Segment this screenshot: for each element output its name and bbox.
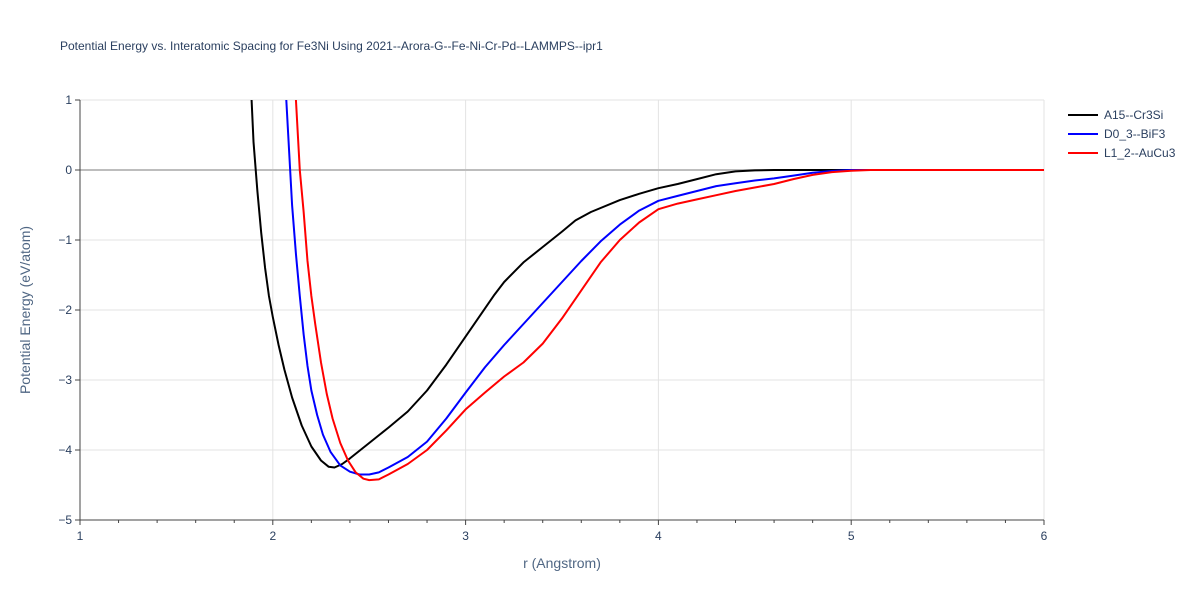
y-tick-label: −2 [58, 303, 72, 317]
x-tick-label: 4 [655, 529, 662, 543]
x-tick-label: 3 [462, 529, 469, 543]
legend-item-1[interactable]: D0_3--BiF3 [1068, 127, 1166, 141]
y-tick-label: −1 [58, 233, 72, 247]
legend[interactable]: A15--Cr3Si D0_3--BiF3 L1_2--AuCu3 [1068, 108, 1176, 160]
x-axis-title: r (Angstrom) [523, 555, 601, 571]
series-line-1 [285, 100, 1044, 476]
x-tick-label: 2 [269, 529, 276, 543]
legend-item-2[interactable]: L1_2--AuCu3 [1068, 146, 1176, 160]
tick-labels: 1 2 3 4 5 6 −5 −4 −3 −2 −1 0 1 [58, 93, 1047, 543]
x-tick-label: 5 [848, 529, 855, 543]
y-axis-title: Potential Energy (eV/atom) [17, 226, 33, 394]
y-tick-label: 1 [65, 93, 72, 107]
y-tick-label: −5 [58, 513, 72, 527]
axes [75, 99, 1045, 525]
legend-item-0[interactable]: A15--Cr3Si [1068, 108, 1163, 122]
legend-label: D0_3--BiF3 [1104, 127, 1166, 141]
y-tick-label: 0 [65, 163, 72, 177]
y-tick-label: −4 [58, 443, 72, 457]
series-line-2 [294, 100, 1044, 482]
y-tick-label: −3 [58, 373, 72, 387]
series-line-0 [250, 100, 1044, 469]
series-layer [250, 100, 1044, 482]
chart-title: Potential Energy vs. Interatomic Spacing… [60, 39, 603, 53]
x-tick-label: 6 [1041, 529, 1048, 543]
x-tick-label: 1 [77, 529, 84, 543]
legend-label: L1_2--AuCu3 [1104, 146, 1176, 160]
legend-label: A15--Cr3Si [1104, 108, 1163, 122]
